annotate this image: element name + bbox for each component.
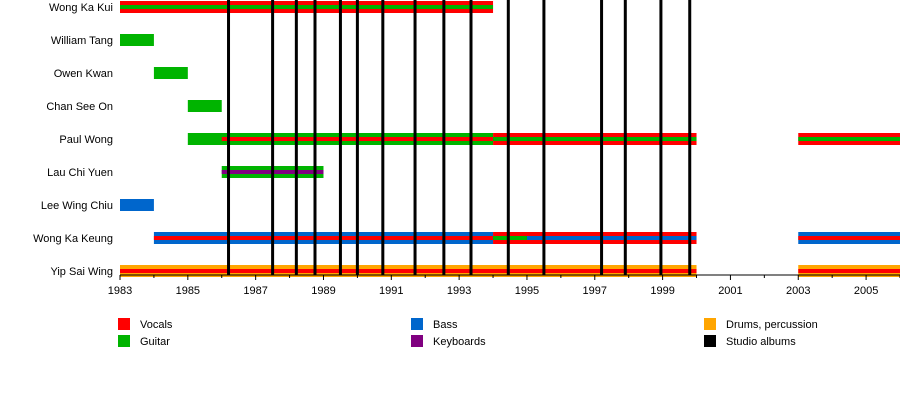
bar-wong-ka-keung-vocals-stripe: [153, 236, 494, 240]
bars-layer: [120, 1, 900, 277]
member-label-lee-wing-chiu: Lee Wing Chiu: [41, 200, 113, 212]
x-tick-label-2001: 2001: [718, 285, 742, 297]
legend-swatch-keyboards: [411, 335, 423, 347]
bar-wong-ka-keung-bass-stripe: [493, 236, 697, 240]
legend-label-drums: Drums, percussion: [726, 319, 818, 331]
bar-paul-wong-guitar-stripe: [493, 137, 697, 141]
legend-swatch-guitar: [118, 335, 130, 347]
x-tick-label-1995: 1995: [515, 285, 539, 297]
bar-william-tang-guitar-main: [120, 34, 154, 46]
bar-wong-ka-keung-guitar-stripe: [493, 236, 527, 240]
member-label-paul-wong: Paul Wong: [59, 134, 113, 146]
x-tick-label-1987: 1987: [243, 285, 267, 297]
member-label-lau-chi-yuen: Lau Chi Yuen: [47, 167, 113, 179]
legend: Vocals Guitar Bass Keyboards Drums, percussi…: [118, 318, 818, 348]
x-tick-label-1985: 1985: [176, 285, 200, 297]
x-tick-label-2005: 2005: [854, 285, 878, 297]
legend-label-albums: Studio albums: [726, 336, 796, 348]
member-label-wong-ka-keung: Wong Ka Keung: [33, 233, 113, 245]
x-tick-label-1989: 1989: [311, 285, 335, 297]
member-labels: Wong Ka Kui William Tang Owen Kwan Chan See…: [33, 2, 113, 278]
bar-owen-kwan-guitar-main: [153, 67, 188, 79]
member-label-wong-ka-kui: Wong Ka Kui: [49, 2, 113, 14]
x-tick-label-1983: 1983: [108, 285, 132, 297]
legend-swatch-bass: [411, 318, 423, 330]
bar-chan-see-on-guitar-main: [187, 100, 222, 112]
bar-wong-ka-kui-guitar-stripe: [120, 5, 494, 9]
legend-label-keyboards: Keyboards: [433, 336, 486, 348]
legend-swatch-albums: [704, 335, 716, 347]
bar-wong-ka-keung-vocals-stripe: [798, 236, 900, 240]
member-label-yip-sai-wing: Yip Sai Wing: [50, 266, 113, 278]
bar-paul-wong-guitar-stripe: [798, 137, 900, 141]
x-tick-label-1997: 1997: [583, 285, 607, 297]
legend-swatch-vocals: [118, 318, 130, 330]
legend-label-vocals: Vocals: [140, 319, 173, 331]
legend-label-guitar: Guitar: [140, 336, 170, 348]
legend-label-bass: Bass: [433, 319, 458, 331]
member-label-william-tang: William Tang: [51, 35, 113, 47]
x-tick-label-2003: 2003: [786, 285, 810, 297]
bar-yip-sai-wing-vocals-stripe: [798, 269, 900, 273]
bar-lee-wing-chiu-bass-main: [120, 199, 154, 211]
legend-swatch-drums: [704, 318, 716, 330]
member-label-owen-kwan: Owen Kwan: [54, 68, 113, 80]
x-axis: 1983 1985 1987 1989 1991 1993 1995 1997 1999 2001…: [108, 274, 900, 297]
x-tick-label-1999: 1999: [650, 285, 674, 297]
member-label-chan-see-on: Chan See On: [46, 101, 113, 113]
x-tick-label-1991: 1991: [379, 285, 403, 297]
x-tick-label-1993: 1993: [447, 285, 471, 297]
bar-yip-sai-wing-vocals-stripe: [120, 269, 697, 273]
studio-album-lines: [227, 0, 692, 275]
